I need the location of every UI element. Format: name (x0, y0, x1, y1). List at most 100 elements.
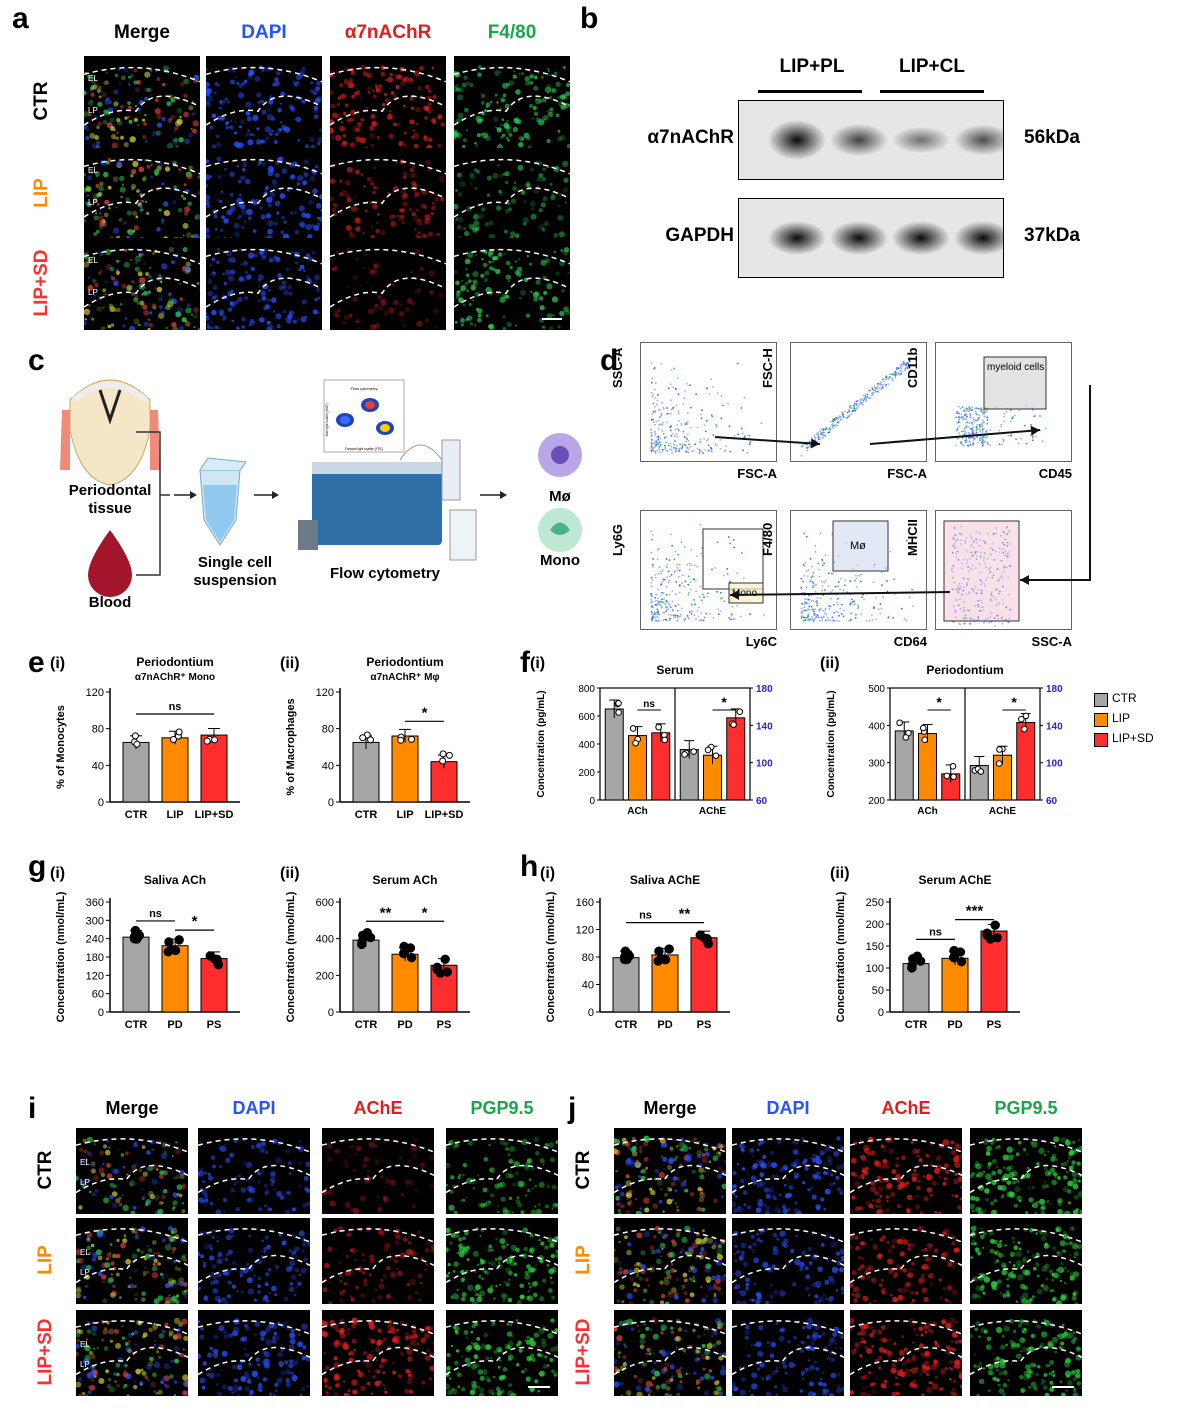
data-point (367, 736, 375, 744)
flow-xlabel-3: Ly6C (745, 634, 777, 649)
legend-swatch-2 (1094, 733, 1108, 747)
y-axis-label: Concentration (pg/mL) (826, 690, 837, 797)
tissue-label-el: EL (88, 256, 98, 265)
chart-tag: (ii) (830, 865, 850, 882)
i-micrograph-r1-c0 (76, 1218, 188, 1304)
chart-g-0: (i) Saliva ACh 0 60 120 180 240 300 360 Concentra… (50, 865, 240, 1031)
group-line-0 (758, 90, 862, 93)
chart-legend: CTR LIP LIP+SD (1094, 690, 1184, 750)
data-point (359, 734, 367, 742)
data-point (712, 752, 720, 759)
y-tick-label: 300 (86, 915, 104, 927)
bar (902, 963, 930, 1013)
micrograph-a-r1-c3 (454, 148, 570, 240)
chart-title: Saliva ACh (144, 873, 206, 887)
data-point (615, 709, 622, 716)
data-point (440, 954, 450, 965)
y-tick-label: 0 (98, 1007, 104, 1019)
i-micrograph-r1-c1 (198, 1218, 310, 1304)
blot-band (892, 126, 950, 154)
j-header-2: AChE (881, 1098, 931, 1118)
i-micrograph-r2-c2 (322, 1310, 434, 1396)
significance-label: ** (380, 904, 392, 921)
panel-b-label: b (580, 2, 599, 35)
data-point (995, 760, 1003, 767)
legend-label-2: LIP+SD (1112, 731, 1154, 745)
x-tick-label: LIP (166, 809, 183, 821)
x-tick-label: CTR (125, 1019, 148, 1031)
y-tick-label: 600 (316, 897, 334, 909)
chart-title: Saliva AChE (630, 873, 700, 887)
significance-label: ns (643, 699, 655, 710)
j-micrograph-r2-c2 (850, 1310, 962, 1396)
data-point (164, 937, 174, 947)
data-point (406, 952, 417, 963)
y-tick-label: 400 (316, 934, 334, 946)
row-label-0: CTR (31, 81, 52, 121)
flow-plot-3 (640, 510, 777, 630)
data-point (445, 751, 453, 759)
legend-item-2: LIP+SD (1094, 730, 1184, 750)
y-tick-label-left: 200 (868, 796, 885, 807)
legend-swatch-0 (1094, 693, 1108, 707)
chart-e-1: (ii) Periodontium α7nAChR⁺ Mφ 0 40 80 120 % of … (280, 655, 470, 821)
data-point (654, 946, 664, 956)
blot-band (768, 221, 826, 255)
y-tick-label-left: 800 (578, 684, 595, 695)
data-point (690, 748, 698, 755)
flow-ylabel-4: F4/80 (760, 522, 775, 556)
chart-title: Periodontium (136, 655, 213, 669)
data-point (736, 708, 744, 716)
blood-drop-icon (88, 530, 132, 597)
panel-a-label: a (12, 2, 29, 35)
flow-xlabel-0: FSC-A (737, 466, 777, 481)
flow-xlabel-2: CD45 (1038, 466, 1072, 481)
data-point (921, 736, 929, 744)
bar (651, 732, 671, 801)
significance-label: * (1011, 694, 1017, 710)
i-micrograph-r2-c1 (198, 1310, 310, 1396)
data-point (896, 719, 903, 727)
j-header-0: Merge (643, 1098, 697, 1118)
data-point (203, 737, 211, 745)
chart-tag: (ii) (820, 655, 840, 672)
chart-tag: (i) (540, 865, 555, 882)
bar (200, 958, 228, 1013)
micrograph-a-r0-c3 (454, 56, 570, 148)
data-point (439, 750, 447, 758)
x-tick-label: LIP+SD (425, 809, 464, 821)
x-tick-label: PD (657, 1019, 672, 1031)
j-row-label-1: LIP (573, 1245, 594, 1275)
j-micrograph-r2-c1 (732, 1310, 844, 1396)
micrograph-a-r2-c3 (454, 238, 570, 330)
i-header-2: AChE (353, 1098, 403, 1118)
bar (918, 733, 937, 801)
data-point (163, 947, 173, 957)
flow-xlabel-5: SSC-A (1031, 634, 1072, 649)
row-label-1: LIP (31, 178, 52, 208)
y-tick-label: 250 (866, 897, 884, 909)
data-point (661, 736, 669, 744)
flow-ylabel-0: SSC-A (610, 347, 625, 388)
y-tick-label: 40 (582, 980, 594, 992)
group-label: AChE (989, 806, 1017, 817)
y-tick-label: 80 (322, 724, 334, 736)
data-point (681, 751, 688, 758)
j-row-label-2: LIP+SD (573, 1318, 594, 1386)
blot-label-1: GAPDH (665, 225, 734, 246)
x-tick-label: CTR (905, 1019, 928, 1031)
bar (352, 939, 380, 1013)
bar (612, 957, 640, 1013)
i-micrograph-r0-c2 (322, 1128, 434, 1214)
blot-band (768, 120, 826, 160)
data-point (133, 740, 141, 748)
tissue-label-el: EL (88, 166, 98, 175)
j-micrograph-r1-c0 (614, 1218, 726, 1304)
i-row-label-1: LIP (35, 1245, 56, 1275)
micrograph-a-r0-c0 (84, 56, 200, 148)
panel-f-label: f (520, 646, 530, 679)
micrograph-a-r1-c1 (206, 148, 322, 240)
header-1: DAPI (241, 22, 287, 43)
i-micrograph-r0-c1 (198, 1128, 310, 1214)
panel-i-label: i (28, 1092, 37, 1125)
